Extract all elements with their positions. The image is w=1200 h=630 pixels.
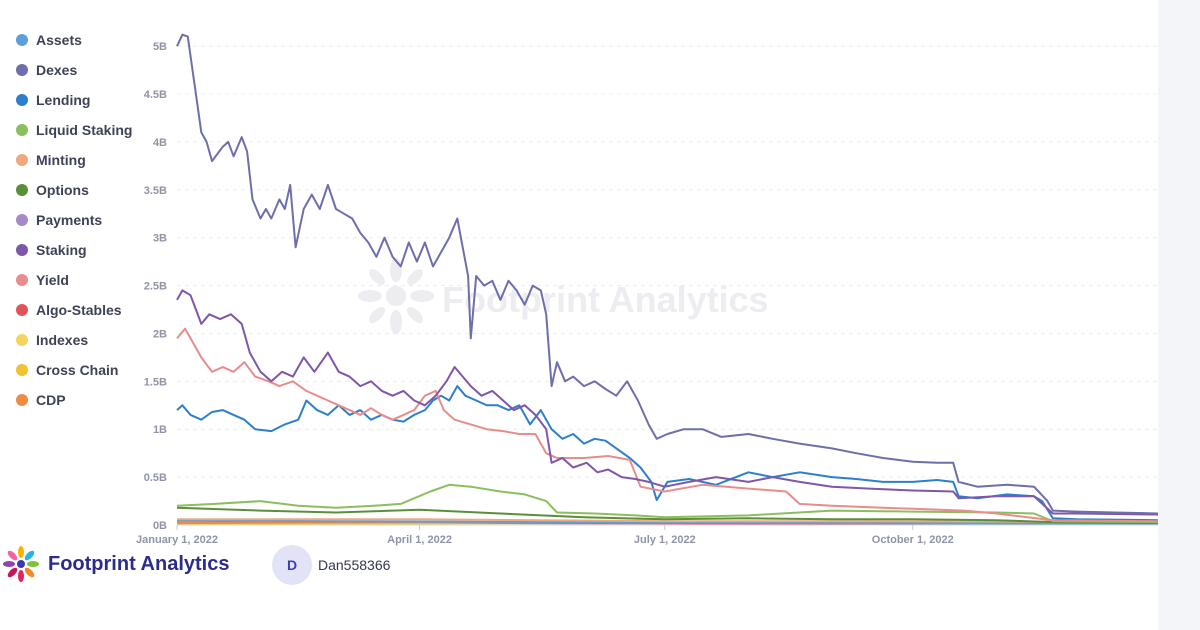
legend-dot-icon	[16, 94, 28, 106]
legend-dot-icon	[16, 334, 28, 346]
legend-label: CDP	[36, 392, 66, 408]
chart-legend: Assets Dexes Lending Liquid Staking Minting O…	[16, 25, 146, 415]
legend-item-cross-chain[interactable]: Cross Chain	[16, 355, 146, 385]
legend-dot-icon	[16, 214, 28, 226]
series-line-assets	[176, 519, 1158, 525]
legend-label: Options	[36, 182, 89, 198]
legend-label: Lending	[36, 92, 91, 108]
y-tick-label: 2.5B	[144, 281, 167, 293]
legend-item-liquid-staking[interactable]: Liquid Staking	[16, 115, 146, 145]
series-line-minting	[177, 518, 1158, 524]
legend-label: Minting	[36, 152, 86, 168]
legend-item-staking[interactable]: Staking	[16, 235, 146, 265]
y-tick-label: 5B	[153, 41, 167, 53]
series-line-options	[176, 506, 1158, 525]
y-tick-label: 1B	[153, 424, 167, 436]
footprint-flower-icon	[3, 546, 39, 582]
legend-label: Cross Chain	[36, 362, 119, 378]
legend-item-yield[interactable]: Yield	[16, 265, 146, 295]
series-line-yield	[176, 327, 1158, 523]
legend-item-lending[interactable]: Lending	[16, 85, 146, 115]
line-chart: Footprint Analytics 0B 0.5B 1B 1.5B 2B 2.5B 3B…	[136, 33, 1158, 546]
footprint-logo[interactable]: Footprint Analytics	[0, 543, 229, 585]
series-lines	[176, 33, 1158, 525]
x-tick-label: January 1, 2022	[136, 534, 218, 546]
legend-item-cdp[interactable]: CDP	[16, 385, 146, 415]
series-line-dexes	[176, 33, 1158, 515]
y-tick-label: 4.5B	[144, 89, 167, 101]
legend-label: Liquid Staking	[36, 122, 133, 138]
y-tick-label: 3B	[153, 233, 167, 245]
legend-dot-icon	[16, 364, 28, 376]
legend-item-options[interactable]: Options	[16, 175, 146, 205]
series-line-staking	[176, 289, 1158, 516]
y-tick-label: 2B	[153, 328, 167, 340]
series-line-liquid-staking	[176, 483, 1158, 524]
legend-label: Dexes	[36, 62, 78, 78]
brand-name: Footprint Analytics	[48, 552, 230, 575]
legend-dot-icon	[16, 124, 28, 136]
legend-label: Yield	[36, 272, 69, 288]
legend-label: Assets	[36, 32, 82, 48]
y-tick-label: 3.5B	[144, 185, 167, 197]
legend-dot-icon	[16, 274, 28, 286]
page-side-strip	[1158, 0, 1200, 630]
legend-dot-icon	[16, 34, 28, 46]
username[interactable]: Dan558366	[318, 557, 391, 573]
x-tick-label: April 1, 2022	[387, 534, 452, 546]
watermark-logo-icon	[358, 258, 434, 334]
legend-item-minting[interactable]: Minting	[16, 145, 146, 175]
legend-item-dexes[interactable]: Dexes	[16, 55, 146, 85]
legend-dot-icon	[16, 64, 28, 76]
legend-dot-icon	[16, 304, 28, 316]
y-tick-label: 1.5B	[144, 376, 167, 388]
legend-item-indexes[interactable]: Indexes	[16, 325, 146, 355]
legend-item-payments[interactable]: Payments	[16, 205, 146, 235]
avatar[interactable]: D	[272, 545, 312, 585]
series-line-lending	[176, 385, 1158, 522]
legend-item-algo-stables[interactable]: Algo-Stables	[16, 295, 146, 325]
legend-item-assets[interactable]: Assets	[16, 25, 146, 55]
y-tick-label: 0.5B	[144, 472, 167, 484]
legend-label: Payments	[36, 212, 103, 228]
legend-dot-icon	[16, 184, 28, 196]
user-profile[interactable]: D Dan558366	[272, 545, 390, 585]
legend-label: Staking	[36, 242, 87, 258]
legend-dot-icon	[16, 244, 28, 256]
gridlines	[177, 45, 1158, 478]
legend-label: Algo-Stables	[36, 302, 122, 318]
watermark: Footprint Analytics	[358, 258, 769, 334]
x-tick-label: July 1, 2022	[634, 534, 696, 546]
x-tick-label: October 1, 2022	[872, 534, 954, 546]
y-tick-label: 4B	[153, 137, 167, 149]
legend-dot-icon	[16, 394, 28, 406]
legend-dot-icon	[16, 154, 28, 166]
legend-label: Indexes	[36, 332, 89, 348]
y-tick-label: 0B	[153, 520, 167, 532]
axes: 0B 0.5B 1B 1.5B 2B 2.5B 3B 3.5B 4B 4.5B 5B January …	[136, 41, 1158, 546]
